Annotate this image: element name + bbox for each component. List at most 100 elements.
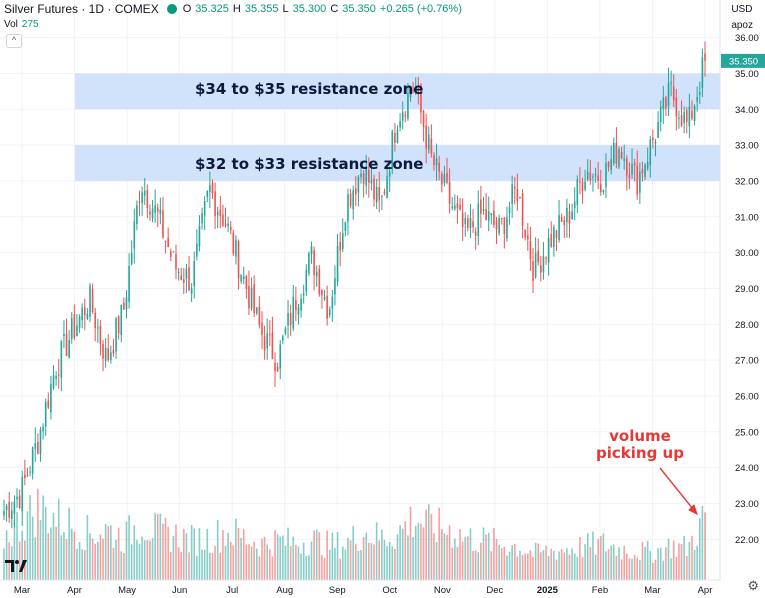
candle-body	[670, 82, 672, 84]
candle-body	[678, 117, 680, 119]
volume-bar	[261, 538, 263, 580]
candle-body	[513, 186, 516, 189]
price-tick-label: 23.00	[735, 499, 759, 510]
candle-body	[169, 251, 172, 257]
candle-body	[558, 215, 560, 241]
volume-bar	[339, 558, 341, 580]
volume-bar	[245, 544, 248, 580]
volume-bar	[258, 556, 261, 580]
candle-body	[117, 316, 120, 334]
candle-body	[365, 166, 368, 186]
volume-bar	[206, 528, 209, 580]
price-tick-label: 27.00	[735, 356, 759, 367]
volume-bar	[102, 538, 104, 580]
time-tick-label: Apr	[698, 585, 713, 596]
gear-icon[interactable]: ⚙	[747, 578, 759, 593]
currency-label[interactable]: USD	[731, 4, 753, 15]
time-tick-label: Dec	[486, 585, 503, 596]
candle-body	[352, 190, 355, 210]
candle-body	[336, 245, 339, 282]
candle-body	[665, 97, 667, 109]
volume-bar	[159, 513, 162, 580]
tradingview-logo-icon[interactable]	[5, 558, 27, 574]
candle-body	[55, 376, 57, 379]
candle-body	[349, 193, 352, 207]
candle-body	[334, 278, 336, 295]
volume-bar	[443, 533, 446, 580]
volume-bar	[610, 545, 612, 580]
candle-body	[216, 211, 219, 216]
symbol-title[interactable]: Silver Futures · 1D · COMEX	[4, 2, 159, 16]
volume-bar	[302, 542, 305, 580]
candle-body	[99, 325, 102, 344]
candle-body	[175, 253, 177, 270]
unit-label[interactable]: apoz	[731, 20, 753, 31]
volume-bar	[605, 551, 607, 580]
candle-body	[626, 158, 628, 176]
candle-body	[104, 347, 107, 361]
candle-body	[368, 169, 370, 183]
candle-body	[467, 218, 469, 228]
arrow-shaft	[659, 467, 698, 515]
candle-body	[526, 235, 529, 240]
candle-body	[511, 184, 513, 205]
volume-bar	[263, 536, 266, 580]
volume-bar	[318, 532, 321, 580]
volume-bar	[568, 554, 571, 580]
volume-bar	[513, 543, 516, 580]
volume-bar	[607, 549, 610, 580]
candle-body	[550, 234, 553, 247]
close-value: 35.350	[342, 3, 376, 15]
volume-bar	[498, 544, 500, 580]
volume-bar	[375, 522, 378, 580]
volume-bar	[313, 530, 315, 580]
volume-bar	[683, 536, 685, 580]
candle-body	[97, 327, 99, 329]
volume-bar	[321, 555, 323, 580]
candle-body	[683, 112, 685, 123]
candle-body	[553, 227, 555, 248]
candle-body	[284, 328, 287, 334]
candle-body	[164, 240, 167, 242]
candle-body	[659, 106, 662, 123]
volume-bar	[425, 509, 427, 580]
candle-body	[487, 211, 490, 221]
volume-bar	[203, 549, 206, 580]
volume-bar	[198, 528, 201, 580]
time-tick-label: Jun	[172, 585, 187, 596]
collapse-legend-button[interactable]: ^	[6, 34, 22, 48]
candle-body	[688, 106, 691, 127]
candle-body	[16, 496, 18, 500]
candle-body	[547, 237, 550, 263]
volume-bar	[266, 544, 269, 580]
volume-bar	[493, 528, 495, 580]
volume-bar	[581, 557, 584, 580]
time-tick-label: May	[118, 585, 136, 596]
volume-bar	[341, 546, 344, 580]
candle-body	[667, 83, 670, 107]
volume-bar	[472, 550, 474, 580]
candle-body	[341, 233, 344, 249]
volume-bar	[284, 545, 287, 580]
candle-body	[386, 176, 388, 198]
candle-body	[696, 96, 698, 102]
candle-body	[381, 195, 383, 197]
candle-body	[639, 171, 641, 193]
volume-bar	[511, 545, 513, 580]
candle-body	[78, 316, 81, 328]
candle-body	[44, 401, 47, 427]
volume-bar	[594, 554, 597, 580]
volume-bar	[76, 548, 78, 580]
volume-bar	[693, 549, 696, 580]
volume-bar	[169, 552, 172, 580]
volume-bar	[404, 521, 407, 580]
candle-body	[576, 179, 579, 205]
candle-body	[417, 84, 420, 89]
volume-bar	[612, 544, 615, 580]
symbol-legend: Silver Futures · 1D · COMEX O 35.325 H 35.…	[4, 2, 462, 16]
candle-body	[326, 296, 328, 319]
volume-bar	[250, 546, 253, 580]
volume-bar	[474, 550, 477, 580]
volume-bar	[26, 511, 29, 580]
